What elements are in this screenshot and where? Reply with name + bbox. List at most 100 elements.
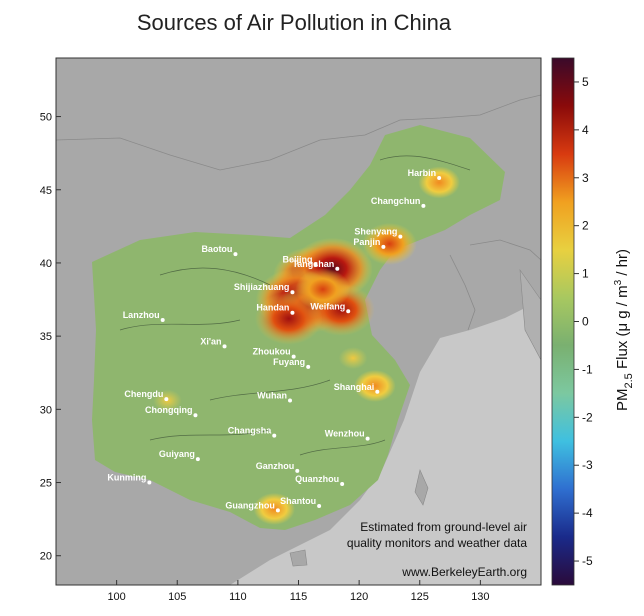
city-marker <box>295 468 300 473</box>
y-tick-label: 50 <box>40 112 52 124</box>
city-label: Ganzhou <box>256 461 295 471</box>
city-label: Quanzhou <box>295 474 339 484</box>
colorbar-tick-label: -2 <box>582 410 593 424</box>
city-marker <box>375 389 380 394</box>
city-marker <box>288 398 293 403</box>
city-marker <box>398 234 403 239</box>
city-label: Changchun <box>371 196 421 206</box>
city-label: Zhoukou <box>253 347 291 357</box>
x-tick-label: 115 <box>290 591 308 603</box>
city-label: Shanghai <box>334 382 375 392</box>
x-tick-label: 130 <box>471 591 489 603</box>
city-marker <box>346 309 351 314</box>
city-marker <box>290 310 295 315</box>
note-line-2: quality monitors and weather data <box>347 536 527 550</box>
y-tick-label: 40 <box>40 258 52 270</box>
colorbar-tick-label: -1 <box>582 362 593 376</box>
x-tick-label: 125 <box>411 591 429 603</box>
contour-lines <box>119 155 471 456</box>
pollution-hotspot <box>418 166 460 199</box>
city-marker <box>272 433 277 438</box>
pollution-hotspot <box>253 492 296 525</box>
city-label: Beijing <box>282 254 312 264</box>
hainan-outline <box>289 549 308 567</box>
city-label: Guangzhou <box>225 500 275 510</box>
colorbar-tick-label: -5 <box>582 554 593 568</box>
city-marker <box>421 203 426 208</box>
colorbar-tick-label: 1 <box>582 267 589 281</box>
city-marker <box>275 508 280 513</box>
city-marker <box>291 354 296 359</box>
city-label: Guiyang <box>159 449 195 459</box>
y-tick-label: 45 <box>40 185 52 197</box>
city-label: Tangshan <box>292 259 334 269</box>
colorbar <box>551 57 575 586</box>
city-marker <box>381 244 386 249</box>
y-tick-label: 20 <box>40 551 52 563</box>
website-credit: www.BerkeleyEarth.org <box>401 565 527 579</box>
city-label: Changsha <box>228 426 273 436</box>
city-marker <box>437 176 442 181</box>
city-label: Xi'an <box>200 336 221 346</box>
pollution-hotspot <box>354 369 396 402</box>
y-tick-label: 35 <box>40 331 52 343</box>
colorbar-tick-label: 3 <box>582 171 589 185</box>
city-marker <box>193 413 198 418</box>
city-label: Baotou <box>201 244 232 254</box>
y-axis: 20 25 30 35 40 45 50 <box>40 112 61 563</box>
colorbar-tick-label: -3 <box>582 458 593 472</box>
x-tick-label: 110 <box>229 591 247 603</box>
city-label: Kunming <box>107 473 146 483</box>
colorbar-tick-label: -4 <box>582 506 593 520</box>
colorbar-label: PM2.5 Flux (μ g / m3 / hr) <box>613 249 635 411</box>
city-label: Wenzhou <box>325 429 365 439</box>
colorbar-tick-label: 2 <box>582 219 589 233</box>
colorbar-tick-label: 4 <box>582 123 589 137</box>
city-label: Chongqing <box>145 405 192 415</box>
korea-outline <box>449 254 476 331</box>
x-tick-label: 120 <box>350 591 368 603</box>
city-marker <box>317 503 322 508</box>
city-marker <box>365 436 370 441</box>
city-marker <box>313 262 318 267</box>
city-marker <box>222 344 227 349</box>
city-label: Shantou <box>280 496 316 506</box>
x-axis: 100 105 110 115 120 125 130 <box>107 580 490 603</box>
border-line <box>469 239 541 261</box>
y-tick-label: 30 <box>40 404 52 416</box>
colorbar-ticks: 5 4 3 2 1 0 -1 -2 -3 -4 -5 <box>574 75 593 568</box>
x-tick-label: 105 <box>168 591 186 603</box>
pollution-hotspot <box>295 268 351 311</box>
map-title: Sources of Air Pollution in China <box>136 10 452 35</box>
city-marker <box>147 480 152 485</box>
colorbar-tick-label: 5 <box>582 75 589 89</box>
city-label: Wuhan <box>257 391 287 401</box>
city-label: Weifang <box>310 301 345 311</box>
border-line <box>56 94 541 171</box>
pollution-hotspot <box>338 347 368 370</box>
city-marker <box>290 290 295 295</box>
city-label: Shenyang <box>354 227 397 237</box>
city-marker <box>335 266 340 271</box>
hotspot-layer <box>153 166 460 525</box>
japan-outline <box>519 268 541 361</box>
city-marker <box>233 252 238 257</box>
x-tick-label: 100 <box>107 591 125 603</box>
city-marker <box>195 457 200 462</box>
city-label: Chengdu <box>124 389 163 399</box>
city-label: Panjin <box>353 237 380 247</box>
taiwan-outline <box>414 469 429 506</box>
city-marker <box>164 397 169 402</box>
city-marker <box>340 481 345 486</box>
city-label: Harbin <box>408 168 437 178</box>
city-label: Fuyang <box>273 357 305 367</box>
note-line-1: Estimated from ground-level air <box>360 520 527 534</box>
pollution-hotspot <box>362 222 417 265</box>
y-tick-label: 25 <box>40 478 52 490</box>
city-marker <box>160 318 165 323</box>
city-label: Handan <box>256 303 289 313</box>
